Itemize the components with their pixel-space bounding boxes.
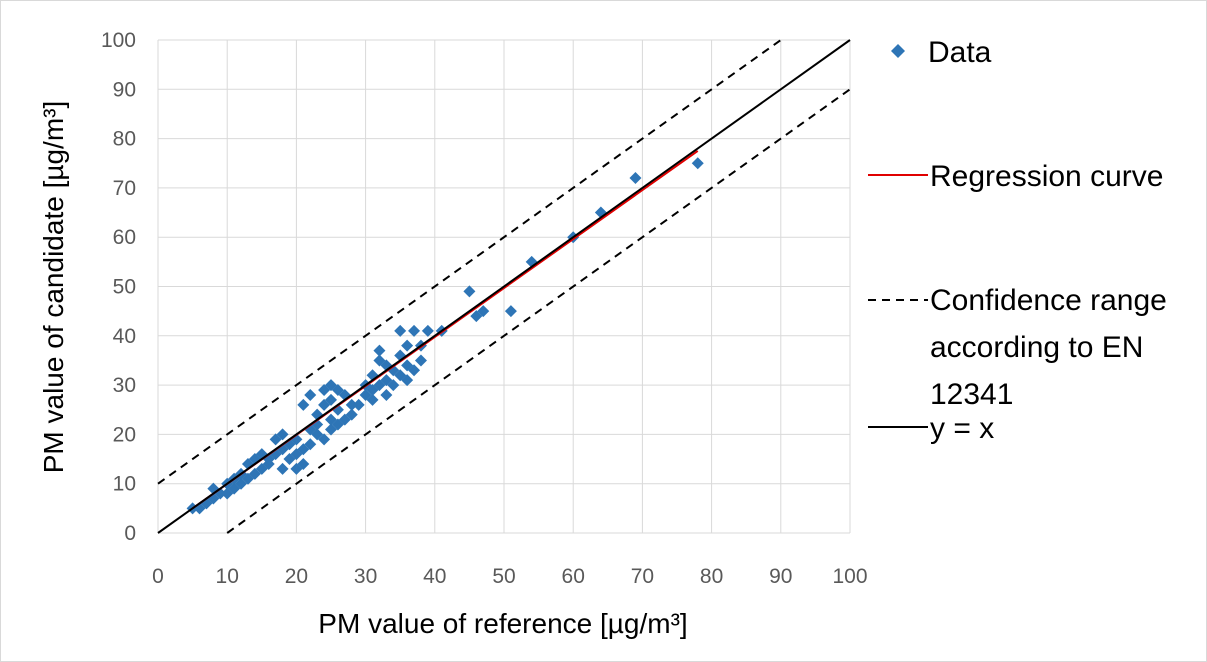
data-point <box>366 393 379 406</box>
x-tick-label: 30 <box>354 565 377 588</box>
data-point <box>421 324 434 337</box>
data-point <box>414 354 427 367</box>
y-tick-label: 50 <box>113 276 136 299</box>
legend: Data Regression curve Confidence range a… <box>868 36 1167 445</box>
data-point <box>297 457 310 470</box>
data-point <box>691 157 704 170</box>
data-point <box>345 398 358 411</box>
reference-lines <box>157 39 851 534</box>
y-tick-label: 70 <box>113 177 136 200</box>
y-axis-title: PM value of candidate [µg/m³] <box>38 101 69 474</box>
y-tick-label: 20 <box>113 423 136 446</box>
data-point <box>380 388 393 401</box>
data-point <box>318 433 331 446</box>
y-tick-label: 40 <box>113 325 136 348</box>
y-tick-label: 0 <box>124 522 136 545</box>
x-tick-label: 40 <box>423 565 446 588</box>
legend-confidence-label-line2: according to EN <box>930 331 1143 364</box>
legend-data-marker <box>891 44 905 58</box>
x-tick-label: 60 <box>562 565 585 588</box>
x-tick-label: 90 <box>769 565 792 588</box>
data-point <box>394 324 407 337</box>
data-point <box>629 172 642 185</box>
y-tick-label: 80 <box>113 128 136 151</box>
x-tick-label: 10 <box>216 565 239 588</box>
data-point <box>408 324 421 337</box>
x-tick-label: 100 <box>832 565 867 588</box>
y-tick-label: 90 <box>113 78 136 101</box>
data-point <box>304 388 317 401</box>
data-point <box>387 379 400 392</box>
legend-regression-label: Regression curve <box>930 160 1163 193</box>
data-point <box>401 374 414 387</box>
x-tick-label: 50 <box>492 565 515 588</box>
confidence-range-line <box>226 88 851 534</box>
x-tick-label: 70 <box>631 565 654 588</box>
data-point <box>276 462 289 475</box>
data-point <box>325 393 337 406</box>
x-axis-title: PM value of reference [µg/m³] <box>318 608 687 639</box>
legend-confidence-label-line1: Confidence range <box>930 284 1167 317</box>
x-tick-label: 80 <box>700 565 723 588</box>
y-tick-label: 10 <box>113 473 136 496</box>
y-tick-label: 30 <box>113 374 136 397</box>
confidence-range-line <box>157 39 782 485</box>
legend-data-label: Data <box>928 36 992 69</box>
legend-yx-label: y = x <box>930 412 994 445</box>
data-point <box>504 305 517 318</box>
data-point <box>345 408 358 421</box>
data-point <box>373 344 386 357</box>
x-tick-label: 0 <box>152 565 164 588</box>
data-point <box>401 339 414 352</box>
identity-line <box>157 39 851 534</box>
data-point <box>297 398 310 411</box>
legend-confidence-label-line3: 12341 <box>930 378 1013 411</box>
y-tick-label: 60 <box>113 226 136 249</box>
x-tick-label: 20 <box>285 565 308 588</box>
y-tick-label: 100 <box>101 29 136 52</box>
data-point <box>352 398 365 411</box>
tick-labels: 0 10 20 30 40 50 60 70 80 90 100 0 10 20 30 40 50 60 70 80 9… <box>101 29 868 588</box>
data-point <box>477 305 490 318</box>
data-point <box>463 285 476 298</box>
data-point <box>276 428 289 441</box>
data-point <box>408 364 421 377</box>
data-point <box>304 438 317 451</box>
